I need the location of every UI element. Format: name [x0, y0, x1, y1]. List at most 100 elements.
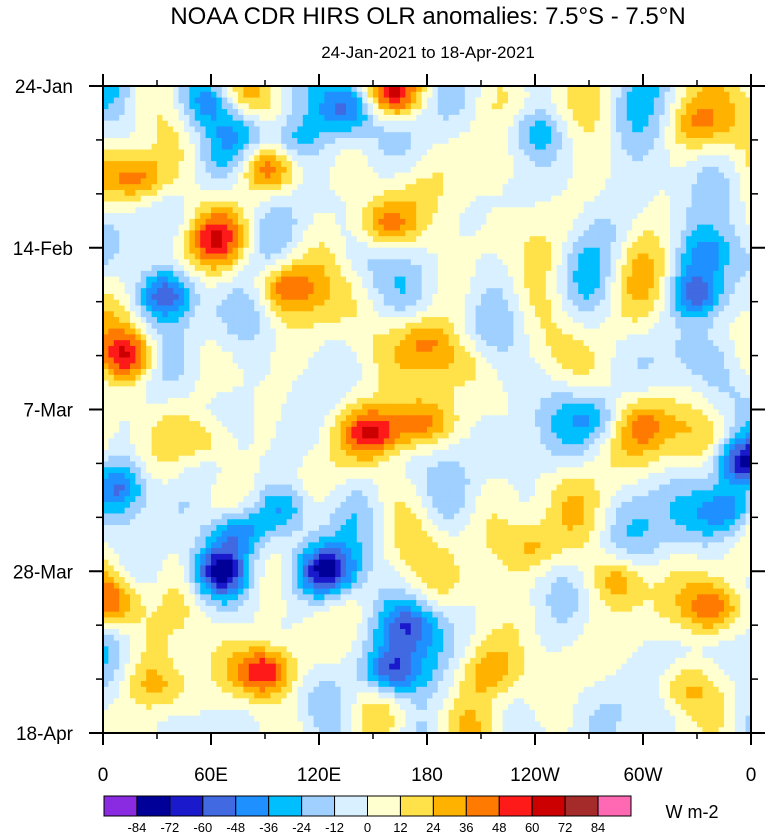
heatmap-cell: [578, 201, 585, 208]
heatmap-cell: [718, 288, 725, 295]
heatmap-cell: [713, 172, 720, 180]
heatmap-cell: [351, 155, 358, 162]
heatmap-cell: [724, 282, 730, 289]
heatmap-cell: [394, 299, 401, 307]
heatmap-cell: [157, 120, 163, 128]
heatmap-cell: [248, 201, 255, 208]
heatmap-cell: [659, 195, 666, 203]
heatmap-cell: [194, 265, 201, 272]
heatmap-cell: [729, 265, 736, 272]
heatmap-cell: [254, 184, 261, 191]
heatmap-cell: [221, 213, 228, 220]
heatmap-cell: [108, 189, 115, 197]
heatmap-cell: [394, 137, 401, 145]
heatmap-cell: [491, 155, 498, 162]
heatmap-cell: [211, 126, 217, 133]
heatmap-cell: [686, 241, 693, 249]
heatmap-cell: [702, 155, 709, 162]
heatmap-cell: [221, 149, 228, 156]
heatmap-cell: [151, 299, 158, 307]
heatmap-cell: [734, 299, 741, 307]
heatmap-cell: [724, 218, 730, 226]
heatmap-cell: [583, 201, 590, 208]
heatmap-cell: [410, 132, 417, 139]
heatmap-cell: [470, 270, 477, 278]
heatmap-cell: [475, 265, 482, 272]
heatmap-cell: [319, 120, 325, 128]
heatmap-cell: [626, 230, 633, 237]
heatmap-cell: [486, 149, 493, 156]
heatmap-cell: [626, 166, 633, 174]
heatmap-cell: [297, 288, 304, 295]
heatmap-cell: [270, 253, 277, 260]
heatmap-cell: [589, 97, 595, 104]
heatmap-cell: [200, 195, 207, 203]
heatmap-cell: [508, 259, 514, 266]
heatmap-cell: [130, 137, 136, 145]
heatmap-cell: [524, 114, 531, 122]
heatmap-cell: [670, 259, 676, 266]
heatmap-cell: [216, 97, 223, 104]
heatmap-cell: [643, 270, 649, 278]
heatmap-cell: [130, 213, 136, 220]
heatmap-cell: [470, 149, 477, 156]
heatmap-cell: [389, 143, 396, 151]
heatmap-cell: [135, 166, 142, 174]
heatmap-cell: [443, 195, 450, 203]
heatmap-cell: [286, 305, 293, 312]
heatmap-cell: [319, 189, 325, 197]
heatmap-cell: [405, 201, 412, 208]
heatmap-cell: [545, 259, 552, 266]
heatmap-cell: [162, 166, 169, 174]
heatmap-cell: [729, 241, 736, 249]
heatmap-cell: [551, 184, 558, 191]
heatmap-cell: [405, 299, 412, 307]
heatmap-cell: [416, 143, 423, 151]
heatmap-cell: [103, 178, 109, 185]
heatmap-cell: [551, 91, 558, 99]
heatmap-cell: [567, 143, 574, 151]
heatmap-cell: [378, 126, 385, 133]
heatmap-cell: [405, 241, 412, 249]
heatmap-cell: [648, 189, 655, 197]
heatmap-cell: [702, 259, 709, 266]
heatmap-cell: [518, 311, 525, 318]
heatmap-cell: [508, 114, 514, 122]
heatmap-cell: [346, 155, 352, 162]
heatmap-cell: [356, 230, 363, 237]
heatmap-cell: [259, 288, 266, 295]
heatmap-cell: [589, 317, 595, 324]
heatmap-cell: [319, 155, 325, 162]
heatmap-cell: [643, 311, 649, 318]
heatmap-cell: [443, 259, 450, 266]
heatmap-cell: [313, 195, 320, 203]
heatmap-cell: [227, 184, 234, 191]
heatmap-cell: [221, 247, 228, 255]
heatmap-cell: [637, 195, 644, 203]
heatmap-cell: [589, 86, 595, 93]
heatmap-cell: [248, 189, 255, 197]
heatmap-cell: [221, 282, 228, 289]
heatmap-cell: [275, 195, 282, 203]
heatmap-cell: [697, 236, 703, 243]
heatmap-cell: [151, 86, 158, 93]
heatmap-cell: [162, 97, 169, 104]
heatmap-cell: [734, 137, 741, 145]
heatmap-cell: [340, 195, 347, 203]
heatmap-cell: [383, 172, 390, 180]
heatmap-cell: [448, 259, 455, 266]
heatmap-cell: [518, 207, 525, 214]
heatmap-cell: [389, 155, 396, 162]
heatmap-cell: [470, 172, 477, 180]
heatmap-cell: [173, 132, 180, 139]
heatmap-cell: [464, 311, 471, 318]
heatmap-cell: [248, 166, 255, 174]
heatmap-cell: [454, 259, 460, 266]
heatmap-cell: [281, 166, 288, 174]
heatmap-cell: [448, 166, 455, 174]
heatmap-cell: [124, 322, 131, 330]
heatmap-cell: [648, 109, 655, 116]
heatmap-cell: [610, 241, 617, 249]
heatmap-cell: [610, 276, 617, 284]
heatmap-cell: [437, 86, 444, 93]
